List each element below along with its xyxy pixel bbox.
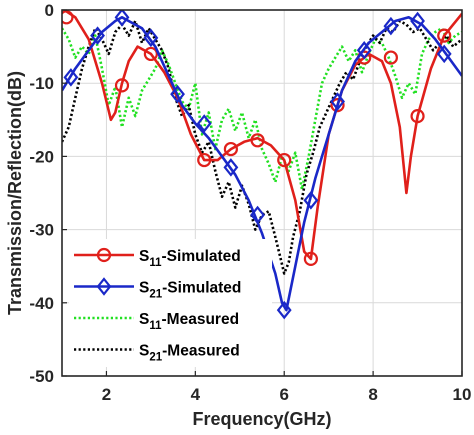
legend-marker <box>96 247 112 263</box>
data-point-S11-Simulated <box>437 28 452 43</box>
data-point-S11-Simulated <box>223 141 238 157</box>
data-point-S21-Simulated <box>143 28 159 48</box>
x-tick-label: 10 <box>453 385 472 404</box>
y-tick-label: -20 <box>29 147 54 166</box>
y-tick-label: -10 <box>29 74 54 93</box>
data-point-S21-Simulated <box>63 68 79 87</box>
legend-item: S11-Measured <box>74 311 239 332</box>
x-tick-label: 8 <box>368 385 377 404</box>
legend-marker <box>96 277 112 296</box>
legend-label: S21-Measured <box>139 343 240 364</box>
data-point-S21-Simulated <box>196 114 212 133</box>
data-point-S21-Simulated <box>114 10 130 27</box>
data-point-S11-Simulated <box>410 109 425 124</box>
data-point-S11-Simulated <box>197 152 212 168</box>
legend-label: S11-Simulated <box>139 248 241 269</box>
data-point-S21-Simulated <box>223 158 239 177</box>
data-point-S21-Simulated <box>250 205 265 225</box>
data-point-S11-Simulated <box>303 251 318 266</box>
data-point-S11-Simulated <box>114 78 130 93</box>
series-line-S11-Simulated <box>62 10 462 261</box>
data-point-S11-Simulated <box>277 152 292 168</box>
legend: S11-Simulated S21-Simulated S11-Measured S2… <box>69 239 272 367</box>
y-tick-label: -30 <box>29 221 54 240</box>
data-point-S21-Simulated <box>303 191 319 210</box>
data-point-S21-Simulated <box>383 16 399 36</box>
y-tick-label: -50 <box>29 367 54 386</box>
legend-item: S11-Simulated <box>74 247 241 269</box>
y-tick-label: -40 <box>29 294 54 313</box>
ticks: 2 4 6 8 10 0 -10 -20 -30 -40 -50 <box>29 1 471 404</box>
data-point-S21-Simulated <box>276 300 292 320</box>
data-point-S21-Simulated <box>410 11 425 31</box>
data-point-S21-Simulated <box>436 44 452 64</box>
y-tick-label: 0 <box>45 1 54 20</box>
x-tick-label: 6 <box>279 385 288 404</box>
data-point-S21-Simulated <box>170 84 185 104</box>
x-tick-label: 2 <box>102 385 111 404</box>
data-point-S11-Simulated <box>62 10 74 25</box>
series-layer <box>62 10 462 320</box>
y-axis-label: Transmission/Reflection(dB) <box>5 71 25 315</box>
data-point-S11-Simulated <box>383 50 398 65</box>
legend-item: S21-Simulated <box>74 277 241 301</box>
data-point-S11-Simulated <box>250 133 265 148</box>
data-point-S11-Simulated <box>143 46 158 62</box>
x-tick-label: 4 <box>191 385 201 404</box>
legend-label: S21-Simulated <box>139 280 241 301</box>
series-S11-Simulated <box>62 10 462 266</box>
legend-item: S21-Measured <box>74 343 240 364</box>
series-S11-Measured <box>62 26 462 191</box>
plot-frame <box>61 9 463 377</box>
data-point-S21-Simulated <box>330 92 345 111</box>
data-point-S21-Simulated <box>356 40 372 60</box>
data-point-S21-Simulated <box>90 26 105 45</box>
x-axis-label: Frequency(GHz) <box>192 409 331 429</box>
legend-label: S11-Measured <box>139 311 239 332</box>
series-line-S11-Measured <box>62 26 462 191</box>
data-point-S11-Simulated <box>330 98 345 113</box>
